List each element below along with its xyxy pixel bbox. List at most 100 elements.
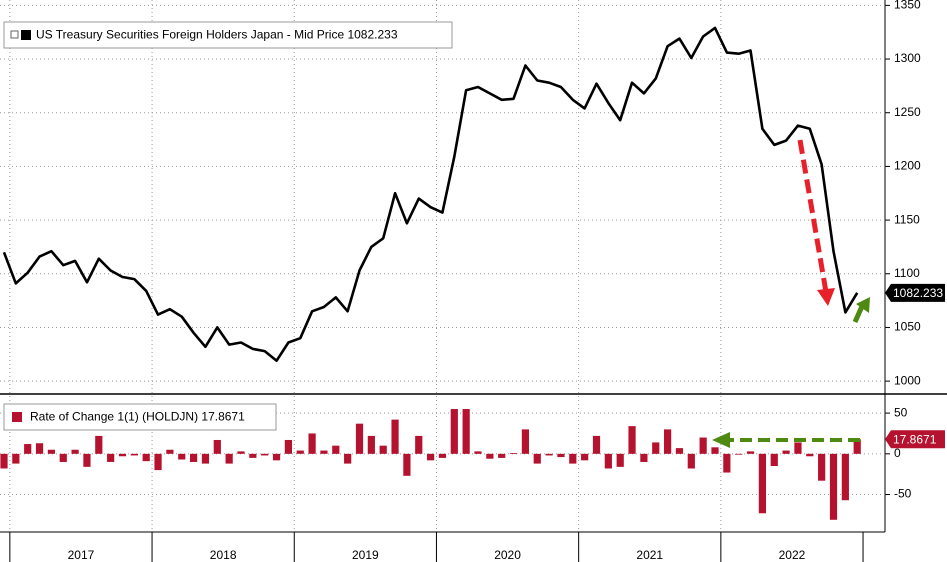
bar [213, 439, 221, 454]
bar [581, 453, 589, 461]
bar [24, 444, 32, 454]
legend-expand-icon [10, 30, 19, 39]
last-value-tag [885, 283, 945, 302]
bar [735, 453, 743, 455]
bar [640, 453, 648, 462]
bar [829, 453, 838, 520]
price-line [2, 26, 859, 362]
bar [320, 450, 328, 454]
bar [308, 433, 316, 454]
legend-bottom: Rate of Change 1(1) (HOLDJN) 17.8671 [3, 403, 277, 431]
bar [0, 453, 8, 469]
y-tick-label: 1150 [894, 212, 920, 226]
green-arrowhead [712, 432, 730, 448]
green-arrowhead [856, 297, 870, 313]
bar [806, 453, 814, 457]
last-value-tag [885, 430, 945, 449]
bar [296, 450, 304, 454]
bar [237, 451, 245, 454]
bar [687, 453, 695, 469]
legend-top: US Treasury Securities Foreign Holders J… [3, 21, 453, 49]
bar [782, 450, 790, 454]
legend-text: Rate of Change 1(1) (HOLDJN) 17.8671 [30, 410, 245, 424]
y-tick-label: 0 [894, 446, 901, 460]
y-tick-label: 50 [894, 405, 908, 419]
bar [59, 453, 67, 462]
bar [12, 453, 20, 464]
bar [438, 453, 447, 458]
bar [664, 429, 672, 454]
bar [344, 453, 352, 464]
legend-text: US Treasury Securities Foreign Holders J… [36, 28, 398, 42]
y-tick-label: 1050 [894, 320, 921, 334]
bar [166, 449, 174, 454]
bar [853, 439, 861, 454]
bar [557, 453, 565, 458]
y-tick-label: 1000 [894, 373, 921, 387]
bar [462, 409, 470, 454]
bar [652, 442, 660, 454]
bar [178, 453, 186, 460]
bar [367, 435, 375, 454]
bar [249, 453, 257, 458]
bar [818, 453, 826, 481]
y-tick-label: 1100 [894, 266, 920, 280]
bar [427, 453, 435, 461]
bar [569, 453, 577, 464]
bar [107, 453, 115, 462]
x-tick-label: 2020 [494, 548, 521, 562]
bar [154, 453, 162, 471]
bar [450, 409, 458, 454]
legend-swatch [21, 30, 31, 40]
x-tick-label: 2021 [636, 548, 663, 562]
bar [616, 453, 624, 467]
bar [699, 437, 707, 454]
x-tick-label: 2019 [352, 548, 379, 562]
bar [415, 435, 423, 454]
y-tick-label: 1300 [894, 51, 921, 65]
bar [604, 453, 612, 469]
bar [841, 453, 849, 501]
bar [190, 453, 198, 462]
red-arrowhead [817, 288, 835, 306]
bar [592, 435, 601, 454]
legend-box [3, 21, 453, 49]
bar [35, 443, 44, 454]
y-tick-label: -50 [894, 487, 912, 501]
bar [770, 453, 778, 467]
bar [130, 453, 138, 456]
bar [486, 453, 494, 459]
bar [284, 439, 292, 454]
bar [142, 453, 150, 462]
bar [758, 453, 766, 514]
bar [225, 453, 233, 464]
bar [332, 445, 340, 454]
bar [628, 426, 636, 454]
legend-swatch [12, 412, 22, 422]
bar [533, 453, 541, 464]
bar [675, 448, 684, 454]
bar [794, 442, 802, 454]
x-tick-label: 2017 [68, 548, 95, 562]
bar [711, 447, 719, 454]
bar [83, 453, 91, 467]
bar [47, 449, 55, 454]
bar [474, 451, 482, 454]
bar [71, 449, 79, 454]
bar [545, 453, 553, 456]
bar [201, 453, 210, 464]
bar [403, 453, 411, 476]
bar [498, 453, 506, 458]
last-value-label: 17.8671 [893, 432, 937, 446]
x-tick-label: 2022 [779, 548, 806, 562]
bar [509, 453, 518, 454]
last-value-label: 1082.233 [893, 286, 943, 300]
y-tick-label: 1250 [894, 105, 921, 119]
annotation-arrows [712, 139, 870, 448]
bar [391, 419, 399, 454]
bar [272, 453, 281, 461]
bar [118, 453, 127, 457]
y-tick-label: 1350 [894, 0, 921, 12]
